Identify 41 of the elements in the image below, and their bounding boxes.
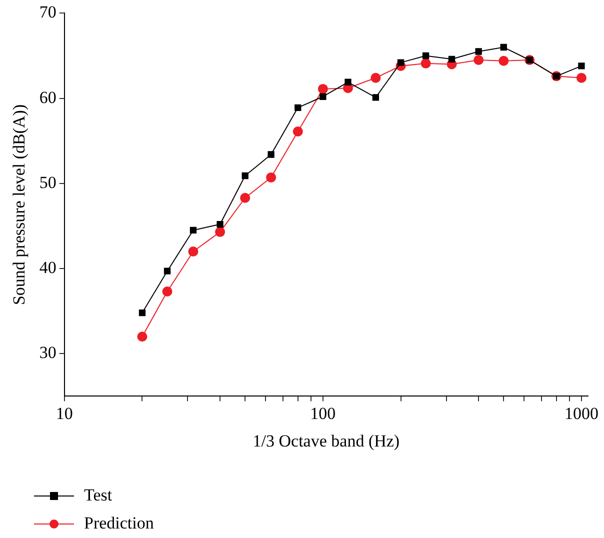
y-tick-label: 30 (39, 343, 56, 362)
legend-label: Test (84, 485, 112, 504)
y-tick-label: 40 (39, 258, 56, 277)
point (448, 56, 456, 62)
point (162, 286, 172, 297)
y-tick-label: 50 (39, 172, 56, 192)
x-tick-label: 1000 (564, 404, 598, 423)
point (268, 151, 274, 158)
point (320, 93, 326, 100)
point (164, 268, 171, 274)
y-tick-label: 70 (39, 2, 56, 22)
point (318, 84, 328, 94)
point (474, 55, 484, 66)
y-tick-label: 60 (39, 88, 56, 107)
point (578, 62, 585, 70)
point (372, 94, 380, 101)
x-axis-title: 1/3 Octave band (Hz) (252, 431, 400, 450)
point (240, 192, 250, 203)
point (215, 226, 226, 237)
x-tick-label: 10 (56, 404, 73, 423)
x-tick-label: 100 (310, 404, 336, 423)
legend-label: Prediction (84, 513, 154, 532)
point (137, 332, 148, 342)
y-axis-title: Sound pressure level (dB(A)) (10, 104, 29, 306)
point (138, 309, 146, 316)
point (216, 220, 224, 228)
point (190, 226, 197, 234)
point (344, 78, 352, 86)
point (292, 126, 303, 137)
point (266, 172, 276, 182)
point (397, 59, 404, 66)
point (294, 104, 302, 111)
point (420, 58, 431, 68)
point (370, 72, 381, 83)
point (500, 44, 507, 51)
point (498, 56, 509, 66)
point (422, 52, 430, 60)
point (188, 246, 198, 257)
point (475, 48, 482, 55)
point (242, 172, 248, 180)
point (576, 72, 586, 83)
